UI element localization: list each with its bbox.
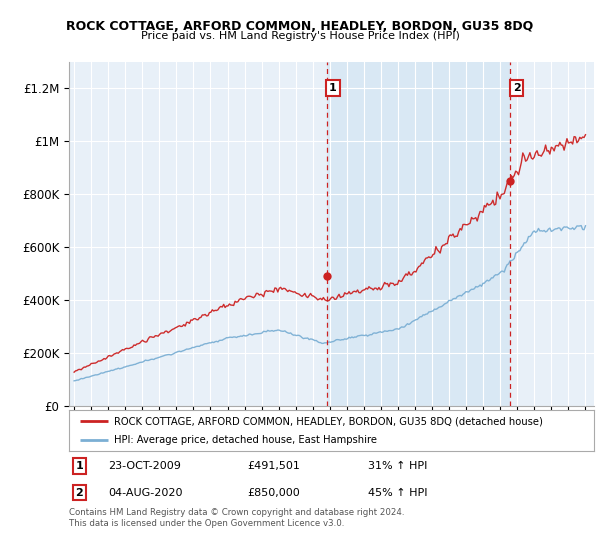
Text: 2: 2 — [512, 83, 520, 93]
Text: ROCK COTTAGE, ARFORD COMMON, HEADLEY, BORDON, GU35 8DQ (detached house): ROCK COTTAGE, ARFORD COMMON, HEADLEY, BO… — [113, 417, 542, 426]
Text: £491,501: £491,501 — [248, 461, 301, 471]
Bar — [326, 62, 510, 406]
Text: 1: 1 — [329, 83, 337, 93]
Text: 45% ↑ HPI: 45% ↑ HPI — [368, 488, 428, 498]
Text: 04-AUG-2020: 04-AUG-2020 — [109, 488, 183, 498]
Text: £850,000: £850,000 — [248, 488, 300, 498]
Text: ROCK COTTAGE, ARFORD COMMON, HEADLEY, BORDON, GU35 8DQ: ROCK COTTAGE, ARFORD COMMON, HEADLEY, BO… — [67, 20, 533, 32]
Text: Contains HM Land Registry data © Crown copyright and database right 2024.
This d: Contains HM Land Registry data © Crown c… — [69, 508, 404, 528]
Text: Price paid vs. HM Land Registry's House Price Index (HPI): Price paid vs. HM Land Registry's House … — [140, 31, 460, 41]
Text: 2: 2 — [76, 488, 83, 498]
Text: HPI: Average price, detached house, East Hampshire: HPI: Average price, detached house, East… — [113, 435, 377, 445]
Text: 1: 1 — [76, 461, 83, 471]
Text: 23-OCT-2009: 23-OCT-2009 — [109, 461, 181, 471]
Text: 31% ↑ HPI: 31% ↑ HPI — [368, 461, 428, 471]
